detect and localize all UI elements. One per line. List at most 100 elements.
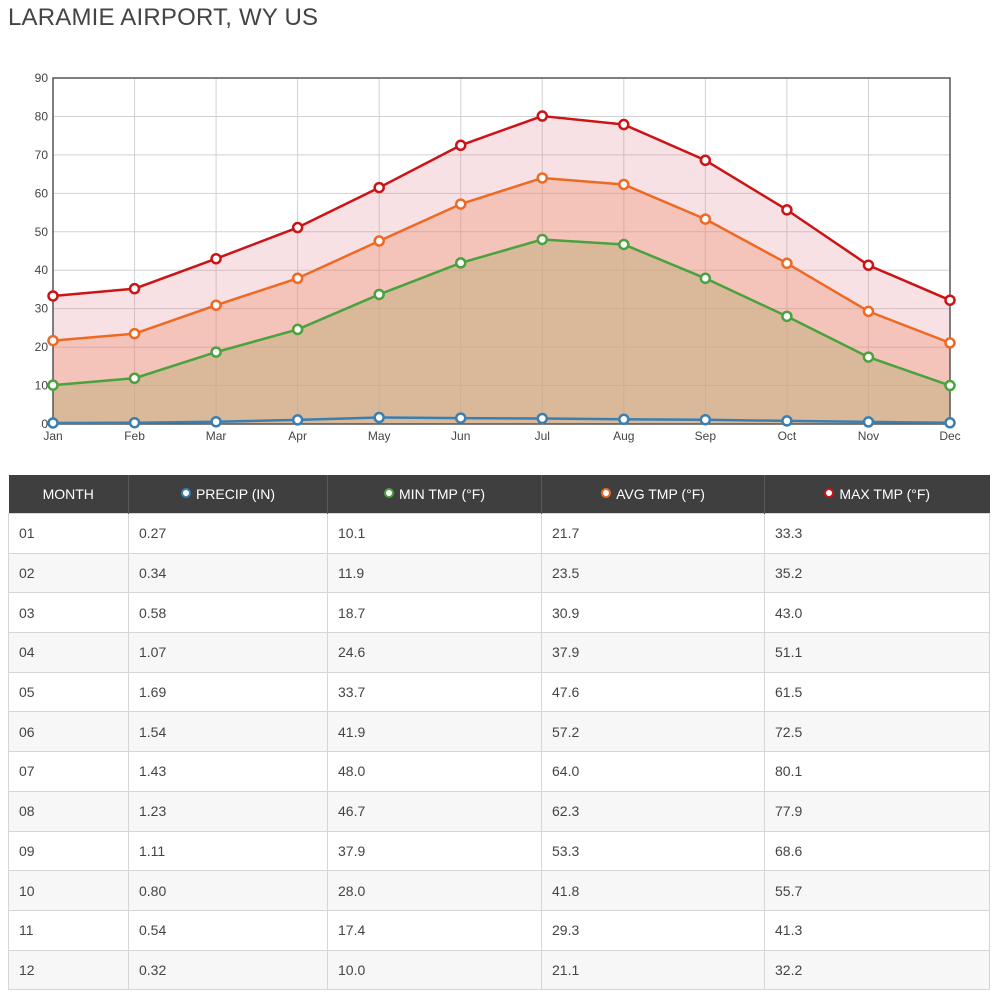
data-point: [210, 346, 222, 358]
data-point: [47, 334, 59, 347]
table-row: 09 1.11 37.9 53.3 68.6: [8, 830, 990, 872]
table-header-row: MONTH PRECIP (IN) MIN TMP (°F) AVG TMP (…: [8, 475, 990, 514]
min-tmp-cell: 28.0: [327, 870, 542, 911]
max-tmp-legend-marker: [824, 488, 835, 499]
month-cell: 07: [8, 751, 129, 792]
avg-tmp-cell: 62.3: [541, 790, 765, 832]
y-tick-label: 30: [35, 302, 49, 316]
y-tick-label: 20: [35, 340, 49, 354]
data-point: [291, 414, 304, 426]
table-row: 10 0.80 28.0 41.8 55.7: [8, 870, 990, 911]
table-row: 03 0.58 18.7 30.9 43.0: [8, 592, 990, 634]
data-point: [373, 288, 385, 301]
x-tick-label: Jan: [43, 429, 62, 443]
header-month: MONTH: [8, 475, 129, 514]
table-row: 06 1.54 41.9 57.2 72.5: [8, 711, 990, 753]
table-row: 07 1.43 48.0 64.0 80.1: [8, 751, 990, 792]
max-tmp-cell: 51.1: [764, 632, 990, 673]
data-point: [536, 233, 549, 246]
month-cell: 08: [8, 790, 129, 832]
precip-cell: 1.23: [128, 790, 328, 832]
data-point: [454, 139, 467, 152]
month-cell: 04: [8, 632, 129, 673]
data-point: [210, 299, 222, 311]
y-tick-label: 60: [35, 186, 49, 200]
month-cell: 10: [8, 870, 129, 911]
data-point: [47, 417, 59, 429]
max-tmp-cell: 41.3: [764, 909, 990, 951]
max-tmp-cell: 80.1: [764, 751, 990, 792]
y-tick-label: 0: [41, 417, 48, 431]
x-tick-label: Jun: [451, 429, 470, 443]
data-point: [128, 372, 141, 385]
x-tick-label: Nov: [858, 429, 879, 443]
table-row: 08 1.23 46.7 62.3 77.9: [8, 790, 990, 832]
data-point: [618, 178, 630, 191]
table-row: 02 0.34 11.9 23.5 35.2: [8, 552, 990, 594]
series-line-1: [52, 238, 951, 387]
data-point: [454, 257, 467, 269]
data-point: [944, 417, 956, 429]
month-cell: 09: [8, 830, 129, 872]
x-tick-label: Dec: [939, 429, 960, 443]
data-point: [781, 415, 793, 427]
table-row: 11 0.54 17.4 29.3 41.3: [8, 909, 990, 951]
data-point: [944, 294, 956, 306]
avg-tmp-cell: 23.5: [541, 552, 765, 594]
precip-cell: 0.54: [128, 909, 328, 951]
data-point: [291, 323, 304, 336]
climate-chart: 0 10 20 30 40 50 60 70 80 90 Jan Feb Mar Apr May Jun Jul…: [0, 60, 1001, 450]
y-tick-label: 50: [35, 225, 49, 239]
month-cell: 11: [8, 909, 129, 951]
precip-cell: 0.58: [128, 592, 328, 634]
data-point: [373, 235, 385, 247]
precip-legend-marker: [180, 488, 191, 499]
x-tick-label: Apr: [288, 429, 307, 443]
max-tmp-cell: 35.2: [764, 552, 990, 594]
avg-tmp-cell: 57.2: [541, 711, 765, 753]
data-point: [454, 412, 467, 424]
precip-cell: 1.43: [128, 751, 328, 792]
avg-tmp-cell: 53.3: [541, 830, 765, 872]
precip-cell: 1.54: [128, 711, 328, 753]
table-row: 12 0.32 10.0 21.1 32.2: [8, 949, 990, 991]
table-row: 05 1.69 33.7 47.6 61.5: [8, 671, 990, 713]
month-cell: 05: [8, 671, 129, 713]
max-tmp-cell: 55.7: [764, 870, 990, 911]
avg-tmp-cell: 30.9: [541, 592, 765, 634]
min-tmp-cell: 33.7: [327, 671, 542, 713]
data-point: [373, 411, 385, 424]
y-tick-label: 70: [35, 148, 49, 162]
max-tmp-cell: 68.6: [764, 830, 990, 872]
avg-tmp-cell: 21.1: [541, 949, 765, 991]
data-point: [128, 282, 141, 295]
data-point: [699, 413, 712, 426]
min-tmp-cell: 11.9: [327, 552, 542, 594]
data-point: [862, 259, 875, 271]
y-tick-label: 90: [35, 71, 49, 85]
data-point: [454, 198, 467, 210]
data-point: [291, 272, 304, 285]
data-point: [781, 310, 793, 323]
data-point: [47, 379, 59, 391]
data-point: [291, 221, 304, 234]
data-point: [210, 416, 222, 428]
data-point: [944, 337, 956, 349]
y-tick-label: 40: [35, 263, 49, 277]
plot-border: [52, 77, 951, 425]
max-tmp-cell: 43.0: [764, 592, 990, 634]
data-point: [536, 172, 549, 184]
min-tmp-cell: 17.4: [327, 909, 542, 951]
month-cell: 12: [8, 949, 129, 991]
x-tick-label: May: [368, 429, 391, 443]
page-title: LARAMIE AIRPORT, WY US: [8, 4, 319, 31]
min-tmp-cell: 37.9: [327, 830, 542, 872]
min-tmp-cell: 10.0: [327, 949, 542, 991]
series-line-0: [52, 416, 951, 425]
header-precip: PRECIP (IN): [128, 475, 328, 514]
data-point: [862, 416, 875, 428]
month-cell: 02: [8, 552, 129, 594]
header-max-tmp: MAX TMP (°F): [764, 475, 990, 514]
table-body: 01 0.27 10.1 21.7 33.3 02 0.34 11.9 23.5 35.2 03 0.…: [8, 513, 990, 991]
min-tmp-cell: 18.7: [327, 592, 542, 634]
